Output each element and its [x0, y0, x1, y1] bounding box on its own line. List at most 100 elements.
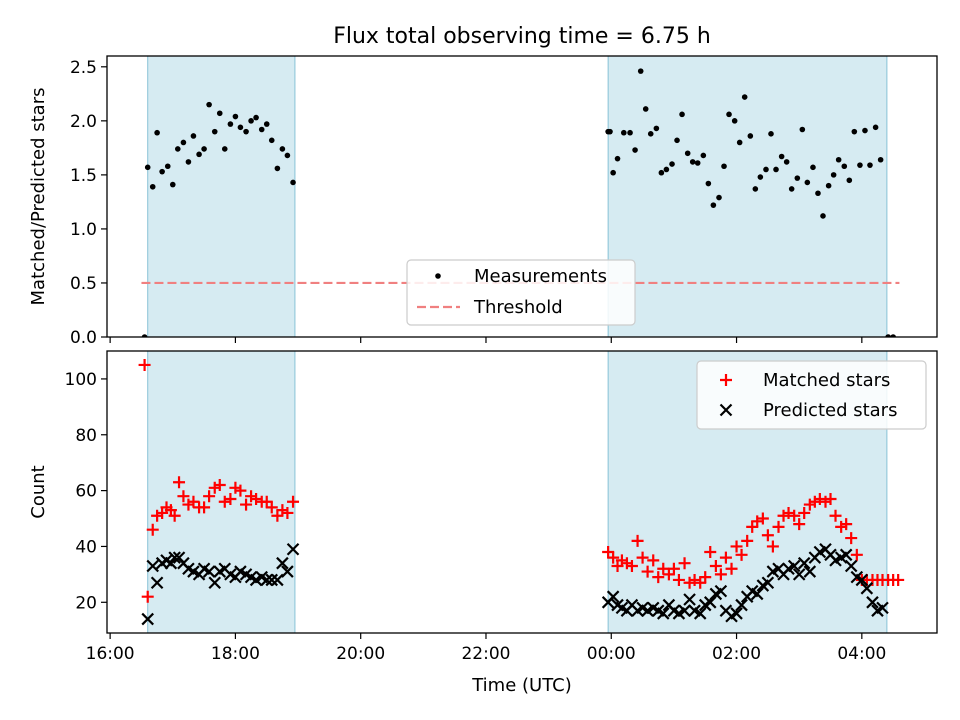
measurement-point — [830, 172, 837, 178]
measurement-point — [731, 118, 738, 124]
measurement-point — [279, 146, 286, 152]
predicted-stars-point — [735, 598, 748, 612]
matched-stars-point — [647, 554, 660, 567]
matched-stars-point — [751, 515, 764, 528]
measurement-point — [290, 179, 296, 186]
matched-stars-point — [281, 506, 294, 519]
measurement-point — [778, 153, 785, 160]
measurement-point — [684, 150, 691, 157]
measurement-point — [716, 194, 722, 201]
matched-stars-point — [840, 518, 853, 531]
predicted-stars-point — [761, 576, 775, 590]
measurement-point — [663, 166, 670, 173]
matched-stars-point — [168, 509, 181, 522]
measurement-point — [237, 124, 244, 131]
predicted-stars-point — [855, 573, 869, 587]
predicted-stars-point — [683, 593, 696, 606]
legend-measurements-marker — [435, 273, 441, 279]
x-tick-label: 00:00 — [587, 644, 636, 664]
measurement-point — [620, 129, 627, 136]
measurement-point — [752, 186, 759, 192]
legend-measurements-label: Measurements — [474, 266, 607, 287]
measurement-point — [268, 137, 275, 144]
measurement-point — [736, 139, 743, 146]
measurement-point — [741, 94, 748, 100]
matched-stars-point — [793, 518, 806, 531]
measurement-point — [658, 169, 665, 176]
matched-stars-point — [798, 506, 811, 519]
measurement-point — [694, 160, 701, 166]
measurement-point — [783, 159, 790, 165]
measurement-point — [607, 128, 613, 135]
measurement-point — [857, 162, 863, 168]
predicted-stars-point — [703, 596, 717, 609]
axes-frame — [106, 350, 938, 634]
measurement-point — [263, 121, 270, 127]
y-tick-label: 40 — [75, 537, 97, 557]
measurement-point — [169, 181, 176, 188]
x-tick-label: 22:00 — [461, 644, 510, 664]
matched-stars-point — [704, 546, 717, 559]
measurement-point — [653, 125, 660, 132]
matched-stars-point — [756, 512, 769, 525]
y-tick-label: 0.5 — [70, 274, 97, 294]
y-tick-label: 0.0 — [70, 328, 97, 348]
predicted-stars-point — [714, 584, 728, 598]
matched-stars-point — [138, 358, 151, 371]
x-tick-label: 16:00 — [86, 644, 135, 664]
y-tick-label: 1.0 — [70, 220, 97, 240]
predicted-stars-point — [260, 573, 274, 587]
legend-matched-label: Matched stars — [763, 370, 890, 391]
matched-stars-point — [146, 523, 159, 536]
matched-stars-point — [250, 492, 263, 505]
predicted-stars-point — [656, 607, 670, 620]
measurement-point — [804, 179, 811, 186]
measurement-point — [890, 334, 896, 337]
measurement-point — [201, 146, 207, 152]
y-tick-label: 2.0 — [70, 112, 97, 132]
matched-stars-point — [607, 551, 620, 564]
x-axis-label: Time (UTC) — [471, 675, 572, 696]
measurement-point — [799, 126, 806, 133]
predicted-stars-point — [792, 568, 806, 581]
predicted-stars-point — [168, 551, 181, 564]
predicted-stars-point — [797, 556, 811, 570]
observing-window-span — [607, 56, 888, 337]
matched-stars-point — [173, 476, 186, 489]
measurement-point — [206, 101, 212, 108]
measurement-point — [885, 334, 891, 337]
predicted-stars-point — [150, 576, 164, 590]
matched-stars-point — [850, 548, 863, 561]
matched-stars-point — [265, 501, 278, 514]
matched-stars-point — [813, 492, 826, 505]
x-tick-label: 20:00 — [336, 644, 385, 664]
predicted-stars-point — [839, 548, 853, 562]
predicted-stars-point — [146, 559, 160, 573]
predicted-stars-point — [693, 607, 707, 620]
matched-stars-point — [824, 492, 837, 505]
measurement-point — [820, 213, 826, 219]
y-tick-label: 100 — [65, 370, 97, 390]
measurement-point — [227, 121, 234, 127]
measurement-point — [642, 106, 649, 112]
predicted-stars-point — [606, 590, 620, 603]
predicted-stars-point — [678, 604, 691, 617]
measurement-point — [632, 147, 638, 153]
y-axis-label: Count — [28, 465, 49, 518]
measurement-point — [815, 190, 821, 197]
x-tick-label: 04:00 — [837, 644, 886, 664]
matched-stars-point — [213, 479, 226, 492]
matched-stars-point — [688, 573, 701, 586]
matched-stars-point — [240, 498, 253, 511]
matched-stars-point — [652, 571, 665, 584]
predicted-stars-point — [141, 612, 154, 626]
legend-matched-marker — [720, 374, 732, 386]
matched-stars-point — [772, 520, 785, 533]
matched-stars-point — [287, 495, 300, 508]
matched-stars-point — [788, 509, 801, 522]
predicted-stars-point — [271, 573, 284, 587]
y-tick-label: 60 — [75, 482, 97, 502]
measurement-point — [149, 183, 156, 190]
matched-stars-point — [641, 565, 654, 578]
